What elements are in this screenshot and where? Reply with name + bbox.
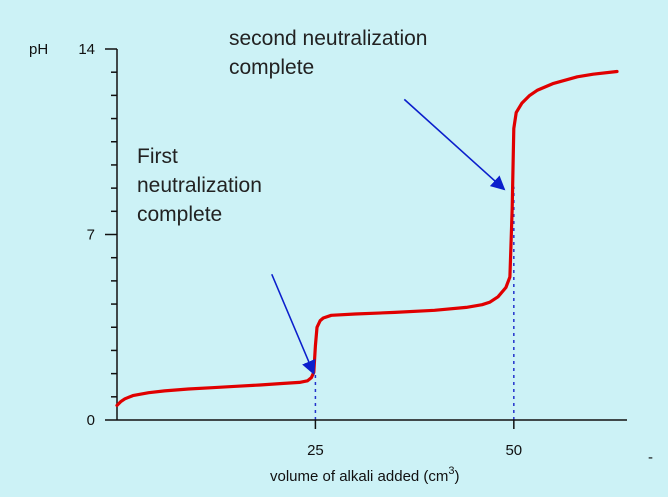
x-axis-label-suffix: ) [455,468,460,485]
y-axis-label: pH [29,41,48,58]
second-neutralization-annotation: second neutralization complete [229,27,427,79]
ticks-layer: 0 7 14 25 50 [78,41,522,459]
curve-layer [115,69,619,407]
y-tick-label-0: 0 [87,412,95,429]
annotation-line: second neutralization [229,27,427,50]
annotation-line: complete [229,56,314,79]
first-neutralization-annotation: First neutralization complete [137,145,262,226]
guides-layer [314,186,515,420]
annotation-line: First [137,145,178,168]
annotation-line: complete [137,203,222,226]
labels-layer: pH volume of alkali added (cm3) - [29,41,653,485]
x-tick-label-25: 25 [307,442,324,459]
x-axis-label-text: volume of alkali added (cm [270,468,448,485]
first-neutralization-arrow [271,273,316,375]
corner-mark: - [648,449,653,466]
x-axis-label-superscript: 3 [448,465,454,477]
y-tick-label-14: 14 [78,41,95,58]
arrows-layer [271,98,506,375]
x-tick-label-50: 50 [505,442,522,459]
y-tick-label-7: 7 [87,227,95,244]
annotation-line: neutralization [137,174,262,197]
titration-curve-line [115,69,619,407]
second-neutralization-arrow [403,98,506,191]
axes-layer [116,49,627,421]
x-axis-label: volume of alkali added (cm3) [270,465,460,485]
